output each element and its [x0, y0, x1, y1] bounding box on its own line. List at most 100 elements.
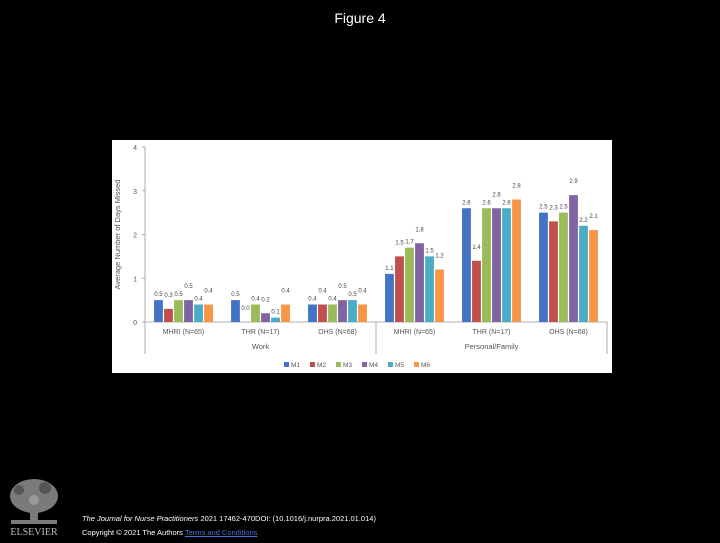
bar-m2	[549, 221, 558, 322]
bar-m2	[472, 260, 481, 322]
data-label: 0.5	[348, 292, 357, 298]
x-tick-label: THR (N=17)	[473, 329, 511, 336]
y-tick-label: 2	[133, 233, 137, 240]
bar-m5	[271, 317, 280, 322]
data-label: 1.1	[385, 266, 394, 272]
data-label: 2.9	[569, 179, 578, 185]
bar-m1	[308, 304, 317, 322]
bar-m6	[281, 304, 290, 322]
legend-swatch-m4	[362, 362, 367, 367]
data-label: 1.5	[395, 240, 404, 246]
bar-m4	[415, 243, 424, 322]
legend-label-m6: M6	[421, 362, 430, 369]
bar-m3	[251, 304, 260, 322]
legend-label-m5: M5	[395, 362, 404, 369]
bar-m4	[184, 300, 193, 322]
data-label: 0.5	[338, 284, 347, 290]
bar-m2	[395, 256, 404, 322]
bar-m1	[385, 273, 394, 322]
data-label: 0.0	[241, 306, 250, 312]
data-label: 2.1	[589, 214, 598, 220]
group-label: Work	[252, 342, 270, 351]
legend-label-m1: M1	[291, 362, 300, 369]
y-tick-label: 1	[133, 276, 137, 283]
chart-panel: 0 1 2 3 4 Average Number of Days Missed 0.5 0.3…	[112, 140, 612, 373]
bar-m5	[425, 256, 434, 322]
terms-link[interactable]: Terms and Conditions	[184, 528, 258, 537]
data-label: 0.4	[204, 289, 213, 295]
x-tick-label: OHS (N=68)	[549, 329, 588, 336]
data-label: 0.3	[164, 293, 173, 299]
y-axis-label: Average Number of Days Missed	[113, 180, 122, 290]
bar-m6	[435, 269, 444, 322]
bar-m2	[164, 308, 173, 322]
data-label: 2.6	[462, 200, 471, 206]
bar-m1	[539, 212, 548, 322]
figure-title: Figure 4	[334, 10, 386, 26]
data-label: 2.2	[579, 218, 588, 224]
bar-m4	[338, 300, 347, 322]
legend-label-m2: M2	[317, 362, 326, 369]
x-tick-label: MHRI (N=65)	[163, 329, 204, 336]
legend-label-m4: M4	[369, 362, 378, 369]
bar-m4	[492, 208, 501, 322]
data-label: 0.5	[231, 292, 240, 298]
legend-swatch-m2	[310, 362, 315, 367]
data-label: 2.5	[559, 205, 568, 211]
data-label: 0.5	[174, 292, 183, 298]
bar-m5	[194, 304, 203, 322]
data-label: 2.3	[549, 205, 558, 211]
group-label: Personal/Family	[465, 342, 519, 351]
data-label: 2.6	[482, 200, 491, 206]
data-label: 2.5	[539, 205, 548, 211]
data-label: 1.5	[425, 248, 434, 254]
citation-text: 2021 17462-470DOI: (10.1016/j.nurpra.202…	[198, 514, 376, 523]
bar-m1	[154, 300, 163, 322]
bar-m3	[559, 212, 568, 322]
data-label: 1.2	[435, 254, 444, 260]
legend-swatch-m6	[414, 362, 419, 367]
legend-swatch-m5	[388, 362, 393, 367]
data-label: 0.4	[308, 297, 317, 303]
data-label: 0.1	[271, 310, 280, 316]
bar-m6	[358, 304, 367, 322]
caption-citation: The Journal for Nurse Practitioners 2021…	[82, 514, 376, 523]
legend-label-m3: M3	[343, 362, 352, 369]
bar-m6	[589, 230, 598, 322]
bar-m6	[204, 304, 213, 322]
bar-m6	[512, 199, 521, 322]
legend-swatch-m1	[284, 362, 289, 367]
x-tick-label: THR (N=17)	[242, 329, 280, 336]
data-label: 2.8	[512, 184, 521, 190]
data-label: 0.4	[328, 297, 337, 303]
data-label: 0.2	[261, 297, 270, 303]
bar-m3	[482, 208, 491, 322]
bar-m1	[231, 300, 240, 322]
data-label: 0.4	[358, 289, 367, 295]
data-label: 0.5	[184, 284, 193, 290]
bar-m3	[328, 304, 337, 322]
data-label: 0.4	[318, 289, 327, 295]
bar-m3	[174, 300, 183, 322]
publisher-name: ELSEVIER	[10, 527, 58, 538]
elsevier-tree-icon: ELSEVIER	[5, 476, 63, 538]
bar-m3	[405, 247, 414, 322]
data-label: 0.4	[194, 297, 203, 303]
caption-copyright: Copyright © 2021 The Authors Terms and C…	[82, 528, 257, 537]
y-tick-label: 0	[133, 320, 137, 327]
bar-m1	[462, 208, 471, 322]
y-tick-label: 4	[133, 145, 137, 152]
bar-m5	[502, 208, 511, 322]
bar-m4	[569, 195, 578, 322]
bar-m4	[261, 313, 270, 322]
journal-name: The Journal for Nurse Practitioners	[82, 514, 199, 523]
data-label: 2.6	[492, 192, 501, 198]
bar-m2	[318, 304, 327, 322]
y-tick-label: 3	[133, 189, 137, 196]
data-label: 1.7	[405, 240, 414, 246]
data-label: 1.8	[415, 227, 424, 233]
bar-m5	[579, 225, 588, 322]
bar-m5	[348, 300, 357, 322]
data-label: 0.4	[251, 297, 260, 303]
